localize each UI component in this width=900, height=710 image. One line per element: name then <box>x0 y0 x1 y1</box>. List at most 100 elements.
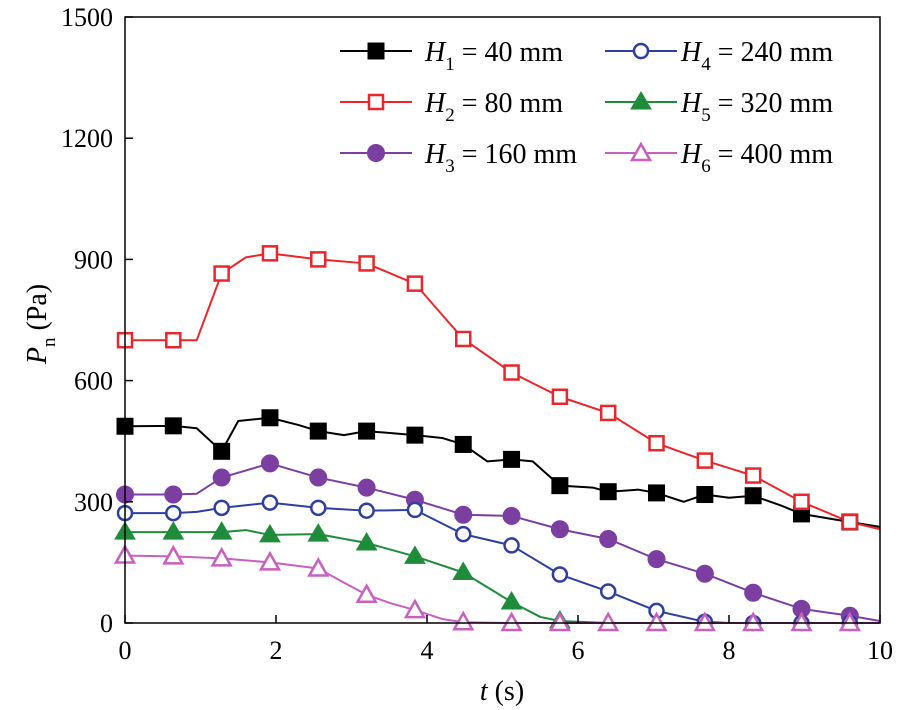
series-h3-point <box>357 478 376 497</box>
plot-markers <box>113 245 861 632</box>
series-h6-point <box>452 610 475 631</box>
y-tick-label: 1200 <box>61 124 113 153</box>
x-tick-label: 6 <box>572 636 585 665</box>
legend-entry-h6: H6 = 400 mm <box>605 139 833 177</box>
series-h3-point <box>599 529 618 548</box>
legend-marker <box>367 42 385 60</box>
series-h6-point <box>597 611 620 632</box>
series-h6-point <box>258 550 282 571</box>
series-h5-point <box>500 591 523 610</box>
series-h2-point <box>454 330 472 348</box>
x-axis-title: t (s) <box>480 676 524 707</box>
series-h5-point <box>307 523 330 542</box>
series-h3-point <box>502 506 521 525</box>
series-h5-point <box>452 561 475 580</box>
series-h1-point <box>648 484 666 502</box>
legend-marker <box>630 91 652 110</box>
x-tick-label: 4 <box>421 636 434 665</box>
series-h6-point <box>838 611 861 632</box>
series-h4-point <box>358 502 375 519</box>
series-h2-line <box>125 252 881 531</box>
series-h6-point <box>645 611 668 632</box>
series-h4-point <box>599 583 617 600</box>
x-tick-label: 10 <box>867 636 893 665</box>
series-h2-point <box>358 255 375 272</box>
series-h3-point <box>309 468 328 487</box>
series-h3-point <box>647 550 666 569</box>
series-h1-point <box>454 435 472 453</box>
series-h6-point <box>162 544 185 565</box>
axis-ticks: 0 2 4 6 8 10 0 300 600 900 1200 1500 <box>61 3 893 665</box>
series-h2-point <box>406 275 424 292</box>
legend-entry-h2: H2 = 80 mm <box>340 88 563 126</box>
series-h1-point <box>551 477 569 495</box>
series-h3-point <box>550 520 569 539</box>
series-h1-point <box>503 450 521 468</box>
series-h1-point <box>744 487 762 505</box>
legend-label: H1 = 40 mm <box>424 37 563 75</box>
series-h2-point <box>793 493 810 511</box>
series-h5-point <box>162 521 185 540</box>
series-h2-point <box>310 251 327 268</box>
y-tick-label: 1500 <box>61 3 113 32</box>
series-h4-line <box>125 501 880 624</box>
series-h3-point <box>164 485 183 504</box>
series-h2-markers <box>116 245 859 531</box>
series-h6-markers <box>113 543 861 632</box>
legend-entry-h1: H1 = 40 mm <box>340 37 563 75</box>
series-h5-point <box>210 521 233 540</box>
series-h4-point <box>406 501 424 519</box>
series-h2-point <box>696 452 714 469</box>
series-h6-point <box>210 546 233 567</box>
series-h4-point <box>213 499 230 517</box>
series-h6-point <box>355 583 378 603</box>
series-h6-point <box>742 611 765 632</box>
series-h2-point <box>648 434 665 452</box>
series-h1-point <box>261 409 279 427</box>
legend-label: H4 = 240 mm <box>680 37 833 75</box>
legend-marker <box>367 144 385 162</box>
legend-label: H3 = 160 mm <box>424 139 577 177</box>
series-h1-point <box>309 422 327 440</box>
series-h2-point <box>261 245 279 262</box>
series-h1-point <box>406 426 424 444</box>
series-h2-point <box>841 513 859 531</box>
legend-label: H6 = 400 mm <box>680 139 833 177</box>
y-tick-label: 0 <box>100 609 113 638</box>
series-h3-point <box>744 583 763 602</box>
series-h1-point <box>164 417 182 435</box>
legend-entry-h5: H5 = 320 mm <box>605 88 833 126</box>
series-h4-point <box>310 499 327 517</box>
y-tick-label: 300 <box>74 488 113 517</box>
series-h5-point <box>404 545 426 564</box>
series-h1-markers <box>116 409 859 531</box>
legend-entry-h4: H4 = 240 mm <box>605 37 833 75</box>
series-h4-point <box>503 537 520 554</box>
legend-label: H2 = 80 mm <box>424 88 563 126</box>
legend: H1 = 40 mm H2 = 80 mm H3 = 160 mm H4 = 240 … <box>340 37 833 177</box>
series-h1-point <box>599 483 617 501</box>
x-tick-label: 8 <box>723 636 736 665</box>
series-h6-line <box>124 554 880 624</box>
x-tick-label: 2 <box>270 636 283 665</box>
series-h2-point <box>744 467 762 484</box>
y-tick-label: 600 <box>74 367 113 396</box>
legend-marker <box>632 42 650 60</box>
series-h2-point <box>165 331 182 349</box>
series-h3-point <box>212 468 231 487</box>
legend-label: H5 = 320 mm <box>680 88 833 126</box>
series-h2-point <box>503 364 520 381</box>
y-tick-label: 900 <box>74 245 113 274</box>
series-h4-point <box>261 494 279 511</box>
series-h3-point <box>454 505 473 524</box>
series-h6-point <box>307 556 330 577</box>
series-h6-point <box>790 611 813 632</box>
series-h5-point <box>355 532 378 551</box>
plot-frame <box>124 16 881 624</box>
series-h1-point <box>696 486 714 504</box>
x-tick-label: 0 <box>119 636 132 665</box>
plot-lines <box>124 252 881 624</box>
series-h6-point <box>500 611 523 632</box>
series-h4-point <box>165 504 182 522</box>
series-h2-point <box>599 404 617 422</box>
